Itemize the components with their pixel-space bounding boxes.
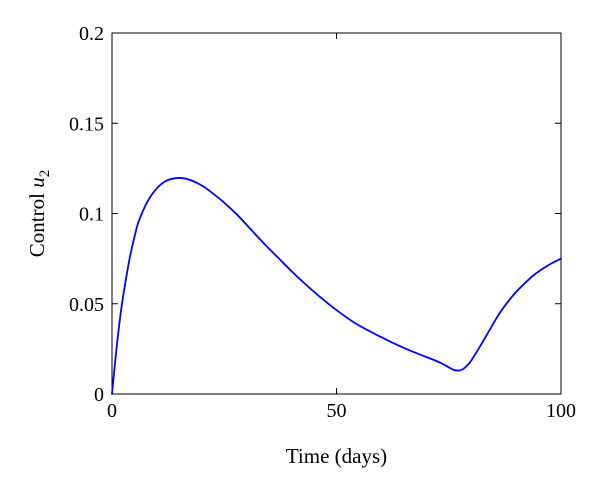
y-axis-label-subscript: 2 (37, 170, 53, 178)
y-tick-label: 0.05 (69, 294, 104, 316)
x-tick-label: 0 (107, 400, 117, 422)
y-axis-label-text: Control (25, 188, 49, 257)
plot-area (111, 32, 562, 395)
axis-ticks (111, 32, 562, 395)
y-axis-label-variable: u (25, 177, 49, 188)
y-tick-label: 0.15 (69, 113, 104, 135)
x-tick-label: 50 (327, 400, 347, 422)
y-tick-label: 0 (94, 384, 104, 406)
x-tick-label: 100 (546, 400, 576, 422)
tick-labels: 0 50 100 0 0.05 0.1 0.15 0.2 (69, 23, 576, 422)
y-axis-label: Control u2 (25, 170, 53, 257)
y-tick-label: 0.2 (79, 23, 104, 45)
x-axis-label: Time (days) (286, 444, 387, 468)
series-line-u2 (111, 177, 562, 395)
y-tick-label: 0.1 (79, 204, 104, 226)
